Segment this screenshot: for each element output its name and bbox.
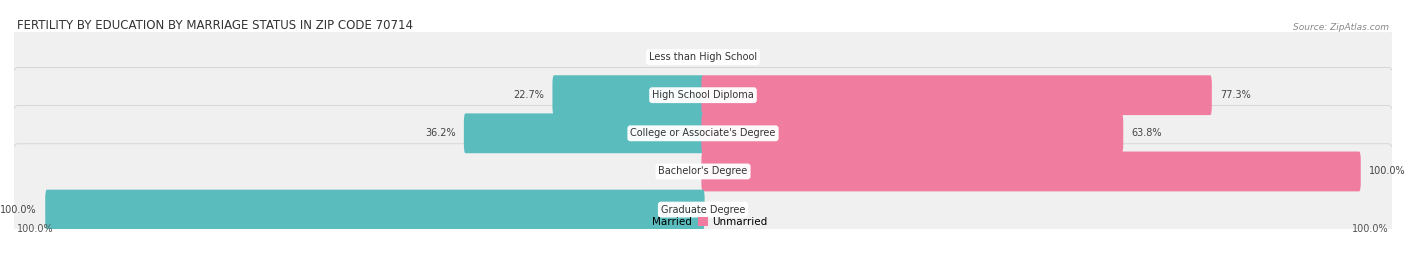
- FancyBboxPatch shape: [10, 144, 1396, 269]
- Text: Source: ZipAtlas.com: Source: ZipAtlas.com: [1292, 23, 1389, 32]
- FancyBboxPatch shape: [553, 75, 704, 115]
- Text: 0.0%: 0.0%: [713, 52, 737, 62]
- Text: 77.3%: 77.3%: [1220, 90, 1251, 100]
- FancyBboxPatch shape: [10, 106, 1396, 237]
- Text: 0.0%: 0.0%: [713, 205, 737, 215]
- Text: 100.0%: 100.0%: [17, 224, 53, 234]
- Text: College or Associate's Degree: College or Associate's Degree: [630, 128, 776, 138]
- Text: 100.0%: 100.0%: [1369, 167, 1406, 176]
- Text: Less than High School: Less than High School: [650, 52, 756, 62]
- FancyBboxPatch shape: [702, 151, 1361, 191]
- FancyBboxPatch shape: [45, 190, 704, 229]
- Text: FERTILITY BY EDUCATION BY MARRIAGE STATUS IN ZIP CODE 70714: FERTILITY BY EDUCATION BY MARRIAGE STATU…: [17, 19, 413, 32]
- Text: 36.2%: 36.2%: [425, 128, 456, 138]
- Text: 0.0%: 0.0%: [669, 52, 693, 62]
- FancyBboxPatch shape: [464, 114, 704, 153]
- Text: Bachelor's Degree: Bachelor's Degree: [658, 167, 748, 176]
- Text: Graduate Degree: Graduate Degree: [661, 205, 745, 215]
- Text: 0.0%: 0.0%: [669, 167, 693, 176]
- FancyBboxPatch shape: [10, 0, 1396, 123]
- Text: 22.7%: 22.7%: [513, 90, 544, 100]
- Text: 100.0%: 100.0%: [0, 205, 37, 215]
- Text: High School Diploma: High School Diploma: [652, 90, 754, 100]
- Text: 63.8%: 63.8%: [1132, 128, 1161, 138]
- FancyBboxPatch shape: [702, 114, 1123, 153]
- FancyBboxPatch shape: [702, 75, 1212, 115]
- Text: 100.0%: 100.0%: [1353, 224, 1389, 234]
- FancyBboxPatch shape: [10, 68, 1396, 199]
- FancyBboxPatch shape: [10, 29, 1396, 161]
- Legend: Married, Unmarried: Married, Unmarried: [634, 213, 772, 231]
